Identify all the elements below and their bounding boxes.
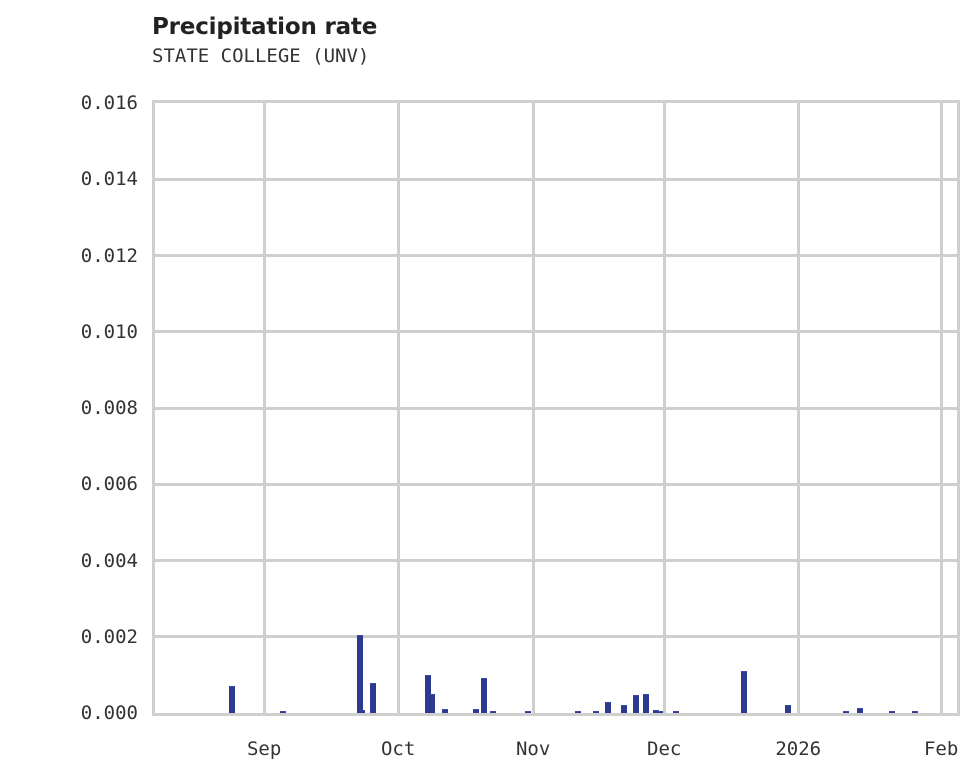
bar	[480, 677, 487, 713]
x-axis-tick-label: Feb	[923, 738, 959, 760]
y-axis-tick-label: 0.016	[80, 92, 138, 114]
bar	[842, 710, 849, 713]
bar	[357, 634, 364, 713]
x-axis-tick-label: Sep	[246, 738, 282, 760]
bar	[472, 709, 479, 713]
bar	[673, 710, 680, 713]
y-axis-tick-label: 0.004	[80, 549, 138, 572]
gridline-horizontal	[155, 177, 957, 181]
bar	[490, 711, 497, 713]
gridline-horizontal	[155, 406, 957, 410]
x-axis-tick-label: Oct	[380, 738, 416, 760]
gridline-vertical	[796, 103, 800, 713]
plot-area	[152, 100, 960, 716]
bar	[359, 709, 366, 713]
bar	[740, 670, 747, 713]
y-axis-tick-label: 0.006	[80, 473, 138, 496]
gridline-vertical	[531, 103, 535, 713]
y-axis-tick-label: 0.000	[80, 702, 138, 724]
bar	[425, 674, 431, 713]
bar	[653, 709, 660, 713]
y-axis-tick-label: 0.012	[80, 244, 138, 267]
bar	[785, 704, 792, 713]
bar	[889, 710, 896, 713]
bar	[525, 710, 532, 713]
bar	[279, 711, 286, 713]
bar	[574, 711, 581, 713]
y-axis-tick-label: 0.002	[80, 625, 138, 648]
gridline-horizontal	[155, 482, 957, 486]
gridline-vertical	[939, 103, 943, 713]
gridline-horizontal	[155, 559, 957, 562]
x-axis-tick-label: Nov	[515, 738, 551, 760]
gridline-vertical	[396, 103, 400, 713]
y-axis-tick-label: 0.008	[80, 397, 138, 419]
y-axis-tick-label: 0.010	[80, 320, 138, 343]
gridline-horizontal	[155, 635, 957, 639]
bar	[370, 682, 377, 713]
page-title: Precipitation rate	[152, 14, 378, 40]
y-axis-tick-label: 0.014	[80, 168, 138, 191]
bar	[441, 709, 448, 713]
gridline-horizontal	[155, 254, 957, 257]
bar	[592, 711, 599, 713]
chart-subtitle: STATE COLLEGE (UNV)	[152, 45, 370, 67]
bar	[620, 704, 627, 713]
x-axis-tick-label: Dec	[647, 738, 682, 760]
gridline-horizontal	[155, 330, 957, 334]
plot-inner	[155, 103, 957, 713]
bar	[604, 701, 611, 713]
bar	[633, 695, 640, 713]
bar	[229, 685, 236, 713]
x-axis-tick-label: 2026	[775, 738, 822, 760]
bar	[856, 708, 863, 713]
title-block: Precipitation rate STATE COLLEGE (UNV)	[152, 14, 852, 69]
bar	[428, 693, 435, 713]
gridline-vertical	[662, 103, 666, 713]
gridline-vertical	[262, 103, 266, 713]
bar	[643, 693, 650, 713]
bar	[912, 711, 919, 713]
bar	[657, 710, 664, 713]
